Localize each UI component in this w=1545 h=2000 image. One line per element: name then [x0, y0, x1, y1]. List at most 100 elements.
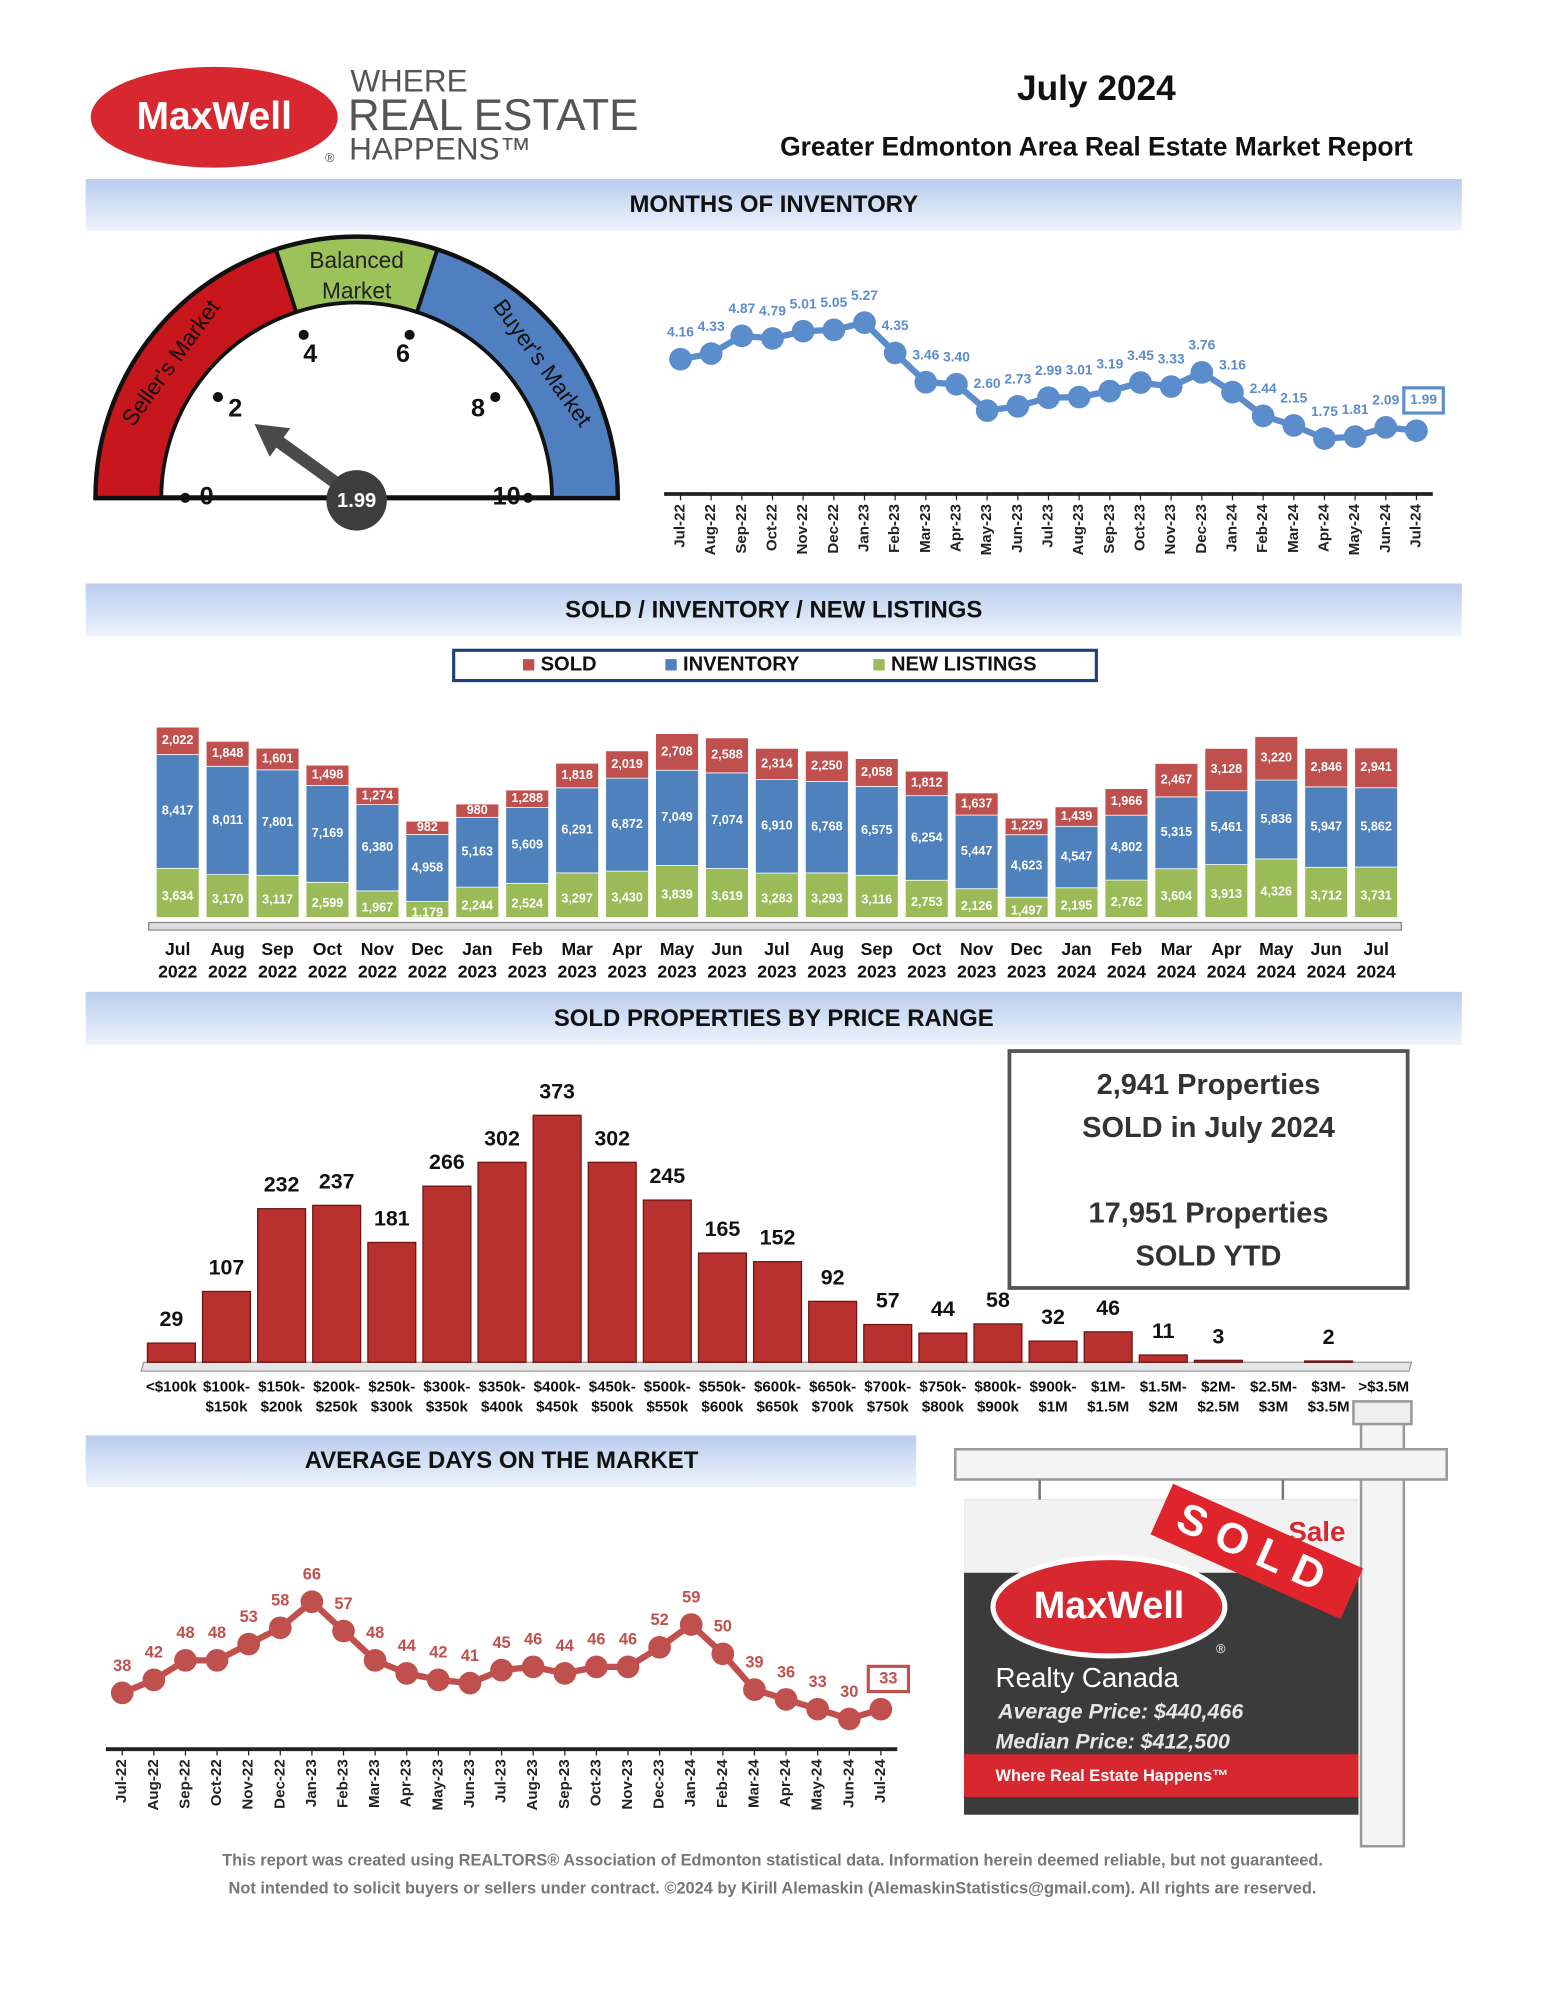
x-axis — [148, 921, 1402, 931]
data-label: 29 — [159, 1307, 183, 1331]
x-tick-label: Nov-22 — [794, 504, 811, 554]
bar-segment — [605, 870, 649, 918]
point — [1098, 379, 1122, 403]
bar — [697, 1252, 748, 1363]
x-tick-label: Jul-22 — [672, 504, 689, 548]
data-label: 46 — [1096, 1296, 1120, 1320]
summary-text: 17,951 Properties — [1089, 1198, 1329, 1230]
x-tick-label: $150k- — [258, 1379, 305, 1396]
data-label: 3.40 — [943, 348, 970, 364]
gauge-tick — [212, 392, 224, 403]
bar-segment — [605, 750, 649, 779]
point — [822, 318, 846, 342]
data-label: 4.35 — [882, 317, 909, 333]
x-tick-label: $1.5M — [1087, 1399, 1129, 1416]
x-tick-label: Jul-23 — [1039, 504, 1056, 548]
data-label: 50 — [714, 1618, 732, 1636]
bar-segment — [805, 872, 849, 918]
x-tick-label: 2023 — [508, 962, 547, 982]
point — [699, 342, 723, 365]
x-tick-label: $350k — [426, 1399, 469, 1416]
point — [1129, 371, 1152, 394]
point — [1221, 380, 1244, 404]
point — [110, 1681, 134, 1705]
x-tick-label: Jun-24 — [1377, 504, 1394, 553]
data-label: 3.01 — [1066, 361, 1093, 377]
bar-segment — [854, 758, 899, 787]
summary-text: SOLD in July 2024 — [1082, 1112, 1335, 1144]
data-label: 11 — [1152, 1319, 1175, 1343]
data-label: 38 — [113, 1657, 131, 1675]
point — [1037, 386, 1060, 410]
logo-line: HAPPENS™ — [349, 131, 531, 167]
x-tick-label: Jan-24 — [682, 1759, 699, 1807]
data-label: 2,250 — [811, 759, 843, 773]
x-tick-label: Aug-23 — [524, 1759, 541, 1810]
data-label: 33 — [879, 1669, 897, 1687]
gauge-band-label: Balanced — [309, 247, 404, 273]
x-tick-label: 2023 — [957, 962, 996, 982]
x-tick-label: $550k — [646, 1399, 689, 1416]
bar-segment — [355, 804, 400, 892]
bar-segment — [805, 750, 849, 782]
x-tick-label: Oct-22 — [764, 504, 781, 551]
logo-line: WHERE — [350, 63, 467, 99]
data-label: 165 — [705, 1217, 741, 1241]
bar-segment — [904, 879, 949, 918]
data-label: 58 — [986, 1288, 1010, 1312]
x-tick-label: Jul-22 — [113, 1759, 130, 1803]
data-label: 3,220 — [1261, 751, 1293, 765]
bar-segment — [205, 765, 250, 875]
bar-segment — [155, 726, 200, 755]
x-tick-label: Aug-22 — [145, 1759, 162, 1810]
x-tick-label: Jun — [1311, 939, 1342, 959]
x-tick-label: Apr — [1211, 939, 1241, 959]
point — [363, 1649, 387, 1672]
bar — [477, 1161, 527, 1363]
bar-segment — [1054, 887, 1099, 918]
x-tick-label: Sep — [861, 939, 894, 959]
data-label: 2 — [1323, 1325, 1335, 1349]
legend-label: INVENTORY — [683, 654, 800, 676]
data-label: 5,609 — [511, 838, 543, 852]
x-tick-label: Jul-24 — [872, 1759, 889, 1803]
x-tick-label: Dec-23 — [651, 1759, 668, 1809]
point — [1405, 419, 1428, 443]
data-label: 8,011 — [212, 813, 243, 827]
summary-box — [1007, 1049, 1410, 1290]
bar — [312, 1204, 362, 1363]
bar-segment — [505, 882, 550, 918]
data-label: 6,768 — [811, 820, 843, 834]
data-label: 3,297 — [561, 891, 593, 905]
x-tick-label: Jun-23 — [461, 1759, 478, 1808]
data-label: 4,802 — [1111, 840, 1143, 854]
x-tick-label: May-24 — [1346, 504, 1363, 556]
data-label: 4,326 — [1261, 884, 1293, 898]
data-label: 1,601 — [262, 751, 294, 765]
data-label: 2,195 — [1061, 899, 1093, 913]
data-label: 3,283 — [761, 891, 793, 905]
footer-text: Not intended to solicit buyers or seller… — [229, 1879, 1317, 1897]
sign-average: Average Price: $440,466 — [997, 1699, 1244, 1723]
gauge-tick — [298, 329, 309, 340]
bar — [808, 1300, 858, 1363]
data-label: 36 — [777, 1663, 795, 1681]
bar-segment — [954, 792, 999, 816]
data-label: 41 — [461, 1647, 479, 1665]
data-label: 1,637 — [961, 796, 993, 810]
x-tick-label: Sep-23 — [1101, 504, 1118, 554]
x-tick-label: Feb-23 — [886, 504, 903, 553]
data-label: 982 — [417, 820, 438, 834]
x-tick-label: Feb-24 — [714, 1759, 731, 1808]
sign-registered: ® — [1216, 1642, 1226, 1656]
x-tick-label: Aug-22 — [702, 504, 719, 555]
x-tick-label: Aug — [210, 939, 244, 959]
x-tick-label: Oct-22 — [208, 1759, 225, 1806]
data-label: 3.33 — [1158, 351, 1185, 367]
data-label: 3,430 — [611, 890, 643, 904]
data-label: 4.87 — [728, 300, 755, 316]
x-axis-floor — [140, 1361, 1413, 1372]
bar-segment — [1254, 779, 1299, 860]
data-label: 3,604 — [1161, 889, 1193, 903]
